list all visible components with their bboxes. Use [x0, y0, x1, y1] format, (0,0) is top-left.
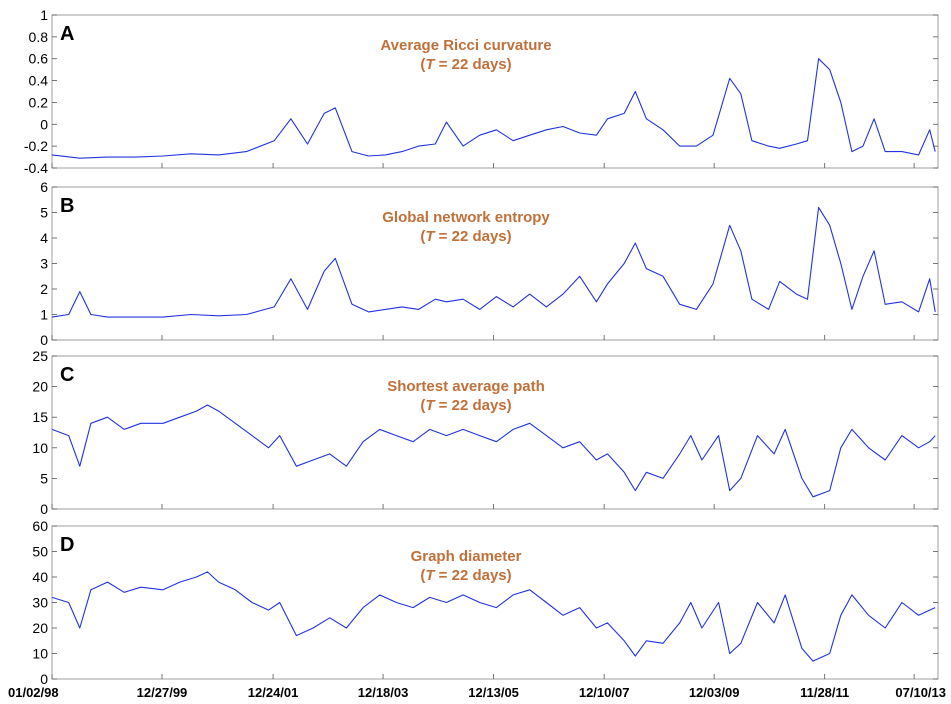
y-tick-label: 3 [40, 256, 48, 272]
y-tick-label: 0.2 [29, 94, 49, 110]
y-tick-label: 0.6 [29, 51, 49, 67]
x-tick-label: 11/28/11 [800, 685, 849, 700]
x-tick-label: 12/24/01 [248, 685, 299, 700]
panel-letter: C [60, 364, 74, 386]
panel-letter: A [60, 23, 74, 45]
subtitle-variable: T [425, 228, 436, 245]
y-tick-label: 40 [32, 569, 48, 585]
x-tick-label: 01/02/98 [8, 685, 59, 700]
subtitle-open: ( [420, 228, 425, 245]
y-tick-label: 6 [40, 179, 48, 195]
panel-subtitle: (T = 22 days) [420, 567, 511, 584]
y-tick-label: 60 [32, 518, 48, 534]
date-axis: 01/02/98 12/27/99 12/24/01 12/18/03 12/13/05… [8, 685, 946, 700]
subtitle-variable: T [425, 397, 436, 414]
x-tick-label: 12/18/03 [358, 685, 409, 700]
y-tick-label: 15 [32, 409, 48, 425]
panel-title: Shortest average path [387, 378, 545, 395]
y-tick-label: 25 [32, 348, 48, 364]
y-tick-label: -0.4 [24, 160, 48, 176]
y-tick-label: 1 [40, 7, 48, 23]
panel-subtitle: (T = 22 days) [420, 56, 511, 73]
series-line [51, 404, 936, 498]
x-tick-label: 12/13/05 [468, 685, 519, 700]
subtitle-open: ( [420, 56, 425, 73]
panel-subtitle: (T = 22 days) [420, 397, 511, 414]
series-line [51, 206, 936, 318]
panel-subtitle: (T = 22 days) [420, 228, 511, 245]
axes-frame [51, 14, 939, 169]
panel-c: 0 5 10 15 20 25 C Shortest average path (T = 22 … [32, 348, 939, 517]
subtitle-rest: = 22 days) [435, 56, 512, 73]
series-line [51, 571, 936, 662]
subtitle-rest: = 22 days) [435, 567, 512, 584]
x-tick-label: 12/10/07 [579, 685, 630, 700]
y-tick-label: -0.2 [24, 138, 48, 154]
y-tick-label: 0 [40, 332, 48, 348]
y-tick-label: 4 [40, 230, 48, 246]
panel-letter: D [60, 534, 74, 556]
panel-title: Average Ricci curvature [380, 37, 551, 54]
y-tick-label: 0 [40, 116, 48, 132]
y-tick-label: 0 [40, 671, 48, 687]
y-tick-label: 1 [40, 307, 48, 323]
y-tick-label: 10 [32, 440, 48, 456]
y-tick-label: 0.4 [29, 73, 49, 89]
y-tick-label: 5 [40, 205, 48, 221]
panel-b: 0 1 2 3 4 5 6B Global network entropy (T = 22 da… [40, 179, 939, 348]
panel-title: Global network entropy [382, 209, 550, 226]
subtitle-variable: T [425, 567, 436, 584]
subtitle-rest: = 22 days) [435, 228, 512, 245]
subtitle-open: ( [420, 397, 425, 414]
y-tick-label: 0 [40, 501, 48, 517]
subtitle-open: ( [420, 567, 425, 584]
axes-frame [51, 355, 939, 510]
x-tick-label: 07/10/13 [895, 685, 946, 700]
y-tick-label: 20 [32, 379, 48, 395]
panel-a: -0.4 -0.2 0 0.2 0.4 0.6 0.8 1A Average Ricci cur… [24, 7, 939, 176]
subtitle-variable: T [425, 56, 436, 73]
y-tick-label: 50 [32, 544, 48, 560]
panel-title: Graph diameter [411, 548, 522, 565]
panel-letter: B [60, 195, 74, 217]
x-tick-label: 12/27/99 [137, 685, 188, 700]
y-tick-label: 5 [40, 470, 48, 486]
x-tick-label: 12/03/09 [689, 685, 740, 700]
series-line [51, 58, 936, 159]
y-tick-label: 10 [32, 646, 48, 662]
y-tick-label: 30 [32, 595, 48, 611]
y-tick-label: 20 [32, 620, 48, 636]
y-tick-label: 0.8 [29, 29, 49, 45]
subtitle-rest: = 22 days) [435, 397, 512, 414]
panel-d: 0 10 20 30 40 50 60 D Graph diameter (T = 22 days… [32, 518, 939, 687]
y-tick-label: 2 [40, 281, 48, 297]
